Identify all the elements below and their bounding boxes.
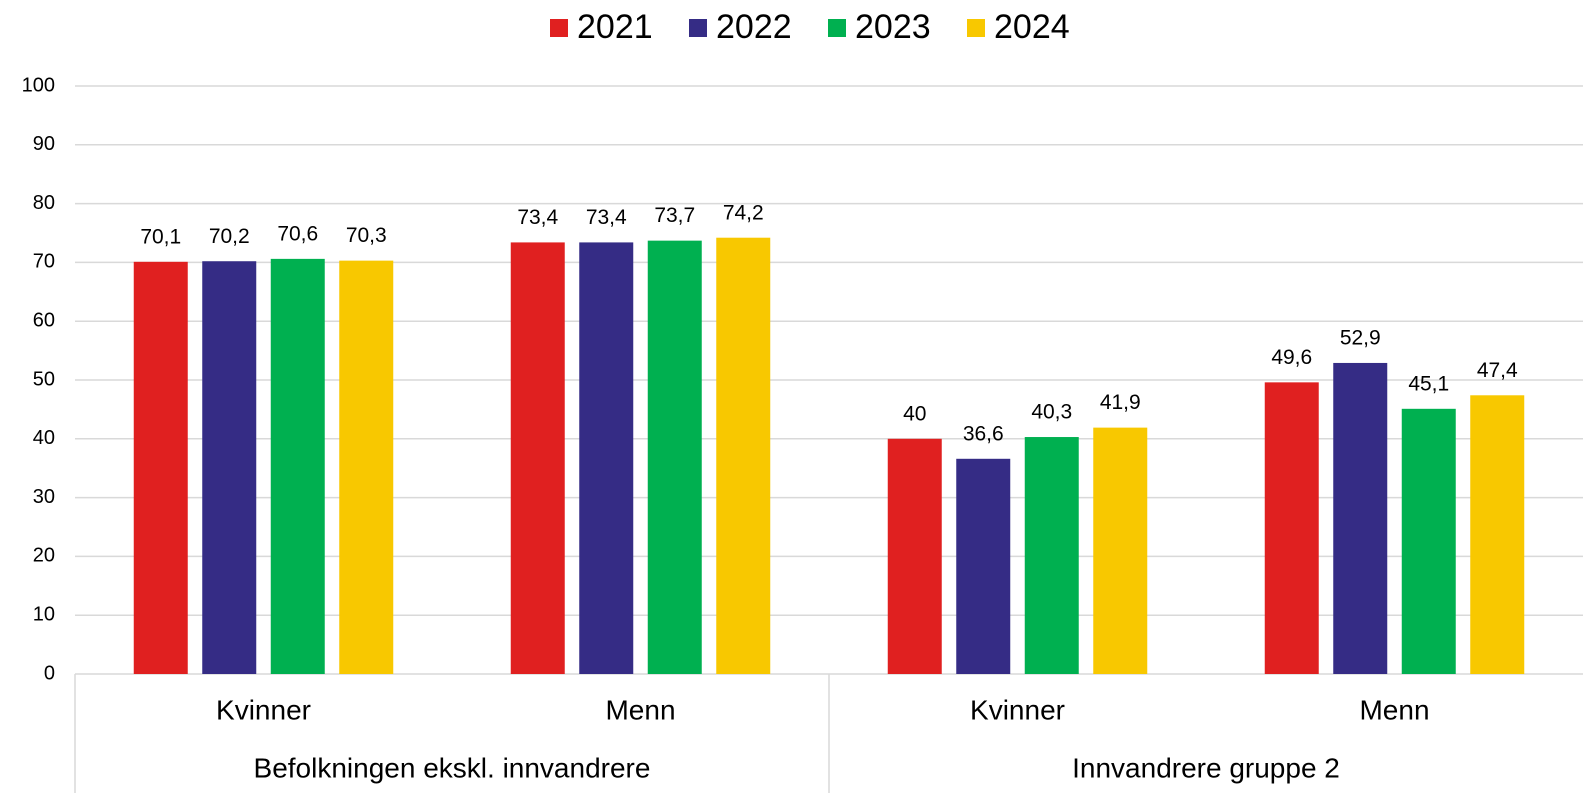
value-label: 70,6 [277, 222, 318, 245]
value-label: 70,2 [209, 225, 250, 248]
y-tick-label: 20 [33, 545, 55, 567]
bar [1024, 437, 1079, 674]
bar [887, 438, 942, 674]
bar [1093, 427, 1148, 674]
value-label: 41,9 [1100, 391, 1141, 414]
y-tick-label: 0 [44, 662, 55, 684]
x-tick-label: Menn [605, 694, 675, 725]
bar [1401, 408, 1456, 674]
y-tick-label: 60 [33, 309, 55, 331]
value-label: 40,3 [1031, 401, 1072, 424]
legend-swatch [550, 19, 568, 37]
group-label: Befolkningen ekskl. innvandrere [254, 752, 651, 783]
value-label: 73,7 [654, 204, 695, 227]
bar [339, 260, 394, 674]
value-label: 36,6 [963, 422, 1004, 445]
bar [202, 261, 257, 674]
y-tick-label: 50 [33, 368, 55, 390]
value-label: 70,3 [346, 224, 387, 247]
value-label: 52,9 [1340, 326, 1381, 349]
value-label: 74,2 [723, 201, 764, 224]
group-label: Innvandrere gruppe 2 [1072, 752, 1340, 783]
x-tick-label: Menn [1359, 694, 1429, 725]
legend-label: 2024 [994, 8, 1070, 46]
legend-swatch [689, 19, 707, 37]
legend-label: 2021 [577, 8, 653, 46]
y-tick-label: 90 [33, 133, 55, 155]
value-label: 45,1 [1408, 372, 1449, 395]
bar [956, 458, 1011, 674]
bar [647, 240, 702, 675]
y-tick-label: 40 [33, 427, 55, 449]
legend-swatch [967, 19, 985, 37]
legend-label: 2023 [855, 8, 931, 46]
value-label: 73,4 [586, 206, 627, 229]
y-tick-label: 100 [22, 74, 55, 96]
bar [716, 237, 771, 675]
value-label: 73,4 [517, 206, 558, 229]
bar [133, 261, 188, 674]
value-label: 70,1 [140, 225, 181, 248]
y-tick-label: 30 [33, 486, 55, 508]
value-label: 40 [903, 402, 926, 425]
bar [270, 258, 325, 674]
bar [1333, 362, 1388, 674]
legend-label: 2022 [716, 8, 792, 46]
bar [510, 242, 565, 674]
x-tick-label: Kvinner [970, 694, 1065, 725]
y-tick-label: 80 [33, 192, 55, 214]
y-tick-label: 70 [33, 251, 55, 273]
bar [579, 242, 634, 674]
y-tick-label: 10 [33, 603, 55, 625]
bar [1470, 395, 1525, 674]
x-tick-label: Kvinner [216, 694, 311, 725]
value-label: 49,6 [1271, 346, 1312, 369]
legend-swatch [828, 19, 846, 37]
value-label: 47,4 [1477, 359, 1518, 382]
bar [1264, 382, 1319, 674]
